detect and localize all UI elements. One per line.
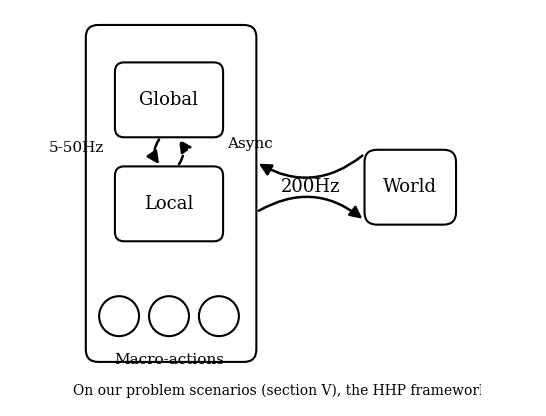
Text: 5-50Hz: 5-50Hz <box>49 141 104 155</box>
Text: On our problem scenarios (section V), the HHP framework a: On our problem scenarios (section V), th… <box>73 384 501 398</box>
Text: Macro-actions: Macro-actions <box>114 353 224 367</box>
Text: Async: Async <box>227 136 273 151</box>
Text: Global: Global <box>139 91 199 109</box>
FancyBboxPatch shape <box>115 166 223 241</box>
FancyBboxPatch shape <box>365 150 456 225</box>
FancyBboxPatch shape <box>115 62 223 137</box>
Text: Local: Local <box>144 195 194 213</box>
Text: World: World <box>383 178 437 196</box>
Text: 200Hz: 200Hz <box>281 178 340 196</box>
FancyBboxPatch shape <box>86 25 257 362</box>
